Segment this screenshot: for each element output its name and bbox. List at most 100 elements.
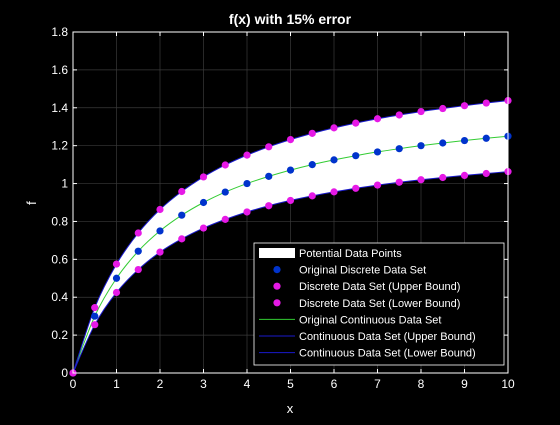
series-1-point-11: [308, 161, 316, 169]
series-1-point-5: [178, 211, 186, 219]
legend-label-4: Original Continuous Data Set: [299, 314, 441, 326]
y-tick-label-1: 0.2: [51, 328, 68, 342]
y-tick-label-9: 1.8: [51, 25, 68, 39]
series-3-point-6: [199, 224, 208, 232]
y-tick-label-3: 0.6: [51, 252, 68, 266]
x-tick-label-6: 6: [331, 377, 338, 391]
legend-icon-2: [273, 282, 281, 290]
series-1-point-18: [460, 136, 469, 145]
series-3-point-17: [439, 173, 447, 182]
x-tick-label-4: 4: [244, 377, 251, 391]
series-1-point-6: [199, 198, 208, 207]
y-tick-label-6: 1.2: [51, 139, 68, 153]
x-tick-label-2: 2: [157, 377, 164, 391]
series-1-point-10: [286, 166, 295, 174]
series-1-point-12: [330, 156, 338, 164]
series-2-point-1: [91, 304, 99, 312]
series-1-point-16: [417, 142, 425, 150]
y-tick-label-0: 0: [61, 366, 68, 380]
series-2-point-18: [460, 102, 469, 110]
x-tick-label-9: 9: [461, 377, 468, 391]
legend-icon-0: [259, 248, 295, 258]
series-3-point-5: [178, 235, 186, 243]
series-3-point-18: [460, 171, 469, 180]
chart-title: f(x) with 15% error: [229, 11, 352, 27]
y-tick-label-4: 0.8: [51, 214, 68, 228]
series-2-point-4: [156, 205, 164, 214]
series-2-point-16: [417, 107, 425, 116]
legend-box: [253, 242, 505, 366]
legend-label-0: Potential Data Points: [299, 248, 402, 260]
legend-label-2: Discrete Data Set (Upper Bound): [299, 281, 460, 293]
legend-label-5: Continuous Data Set (Upper Bound): [299, 331, 476, 343]
series-3-point-10: [286, 196, 295, 205]
series-3-point-2: [112, 288, 121, 297]
series-2-point-11: [308, 129, 316, 137]
marker-layer: [69, 96, 512, 377]
legend-label-6: Continuous Data Set (Lower Bound): [299, 348, 476, 360]
series-2-point-6: [199, 173, 208, 181]
x-tick-label-1: 1: [113, 377, 120, 391]
legend-icon-1: [273, 266, 281, 274]
x-tick-label-7: 7: [374, 377, 381, 391]
series-2-point-7: [221, 161, 229, 169]
y-tick-label-5: 1: [61, 177, 68, 191]
series-1-point-14: [373, 148, 382, 156]
y-tick-label-7: 1.4: [51, 101, 68, 115]
series-2-point-2: [112, 260, 121, 268]
x-axis-label: x: [287, 401, 294, 416]
potential-data-band: [73, 100, 508, 373]
axes: [72, 31, 509, 374]
series-2-point-13: [352, 119, 360, 127]
legend-icon-3: [273, 299, 281, 307]
series-3-point-3: [134, 265, 142, 274]
series-1-point-4: [156, 227, 164, 235]
legend: Potential Data Points Original Discrete D…: [253, 242, 505, 366]
series-1-point-15: [395, 145, 403, 153]
series-1-point-8: [243, 179, 251, 188]
series-2-point-12: [330, 124, 338, 132]
series-3-point-15: [395, 178, 403, 186]
series-1-point-9: [265, 172, 273, 180]
series-1-point-13: [352, 152, 360, 160]
series-2-point-17: [439, 104, 447, 113]
x-tick-label-8: 8: [418, 377, 425, 391]
series-3-point-9: [265, 202, 273, 210]
series-3-point-19: [482, 169, 490, 178]
series-3-point-11: [308, 192, 316, 200]
y-tick-label-8: 1.6: [51, 63, 68, 77]
series-3-point-7: [221, 215, 229, 223]
series-3-point-4: [156, 248, 164, 256]
series-1-point-3: [134, 247, 142, 255]
series-3-point-14: [373, 181, 382, 189]
y-axis-label: f: [24, 201, 39, 205]
series-1-point-2: [112, 274, 121, 282]
series-2-point-19: [482, 99, 490, 107]
series-3-point-8: [243, 208, 251, 216]
series-1-point-17: [439, 139, 447, 147]
series-2-point-10: [286, 136, 295, 144]
series-3-point-12: [330, 188, 338, 196]
legend-label-3: Discrete Data Set (Lower Bound): [299, 298, 460, 310]
series-1-point-19: [482, 134, 490, 142]
series-2-point-3: [134, 229, 142, 237]
series-2-point-15: [395, 111, 403, 119]
series-2-point-14: [373, 115, 382, 123]
legend-label-1: Original Discrete Data Set: [299, 265, 426, 277]
series-2-point-8: [243, 151, 251, 159]
x-tick-label-5: 5: [287, 377, 294, 391]
y-tick-label-2: 0.4: [51, 290, 68, 304]
series-1-point-1: [91, 312, 99, 320]
band-layer: [73, 100, 508, 373]
series-3-point-13: [352, 184, 360, 192]
x-tick-label-10: 10: [501, 377, 515, 391]
series-2-point-5: [178, 187, 186, 196]
series-1-point-7: [221, 188, 229, 196]
x-tick-label-0: 0: [70, 377, 77, 391]
series-3-point-1: [91, 321, 99, 329]
series-3-point-16: [417, 176, 425, 184]
series-2-point-9: [265, 143, 273, 151]
tick-labels: 0 1 2 3 4 5 6 7 8 9 10 0 0.2 0.4 0.6 0.8 1 1.2 1.4 1.6 1.8: [51, 25, 515, 391]
